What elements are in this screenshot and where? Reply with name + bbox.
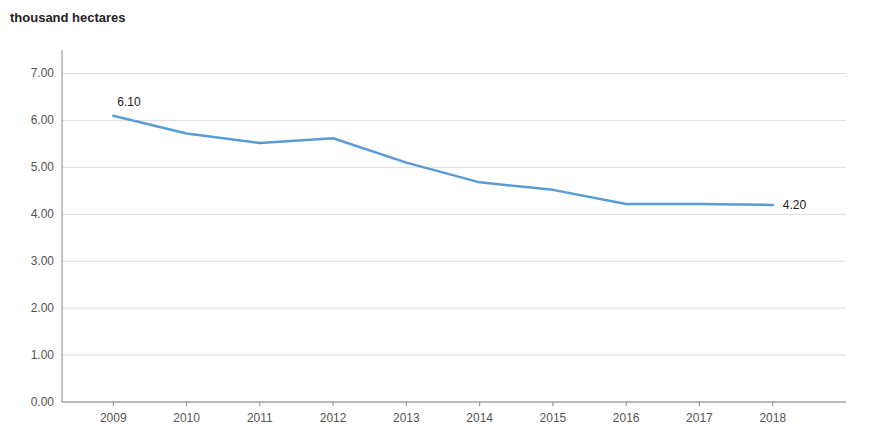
x-tick [479,402,480,406]
x-tick [772,402,773,406]
line [113,116,772,205]
x-tick-label: 2016 [613,411,640,425]
y-tick-label: 7.00 [31,66,55,80]
grid-line [62,167,846,168]
x-tick [552,402,553,406]
x-tick-label: 2017 [686,411,713,425]
grid-line [62,214,846,215]
y-tick-label: 2.00 [31,301,55,315]
x-tick-label: 2009 [100,411,127,425]
y-tick-label: 6.00 [31,113,55,127]
y-tick-label: 0.00 [31,395,55,409]
y-tick-label: 5.00 [31,160,55,174]
x-tick [333,402,334,406]
grid-line [62,355,846,356]
x-tick-label: 2012 [320,411,347,425]
x-tick-label: 2018 [759,411,786,425]
x-tick-label: 2015 [540,411,567,425]
x-tick-label: 2014 [466,411,493,425]
y-axis-label: thousand hectares [10,10,126,25]
y-tick-label: 4.00 [31,207,55,221]
x-tick [699,402,700,406]
x-tick [113,402,114,406]
grid-line [62,402,846,403]
grid-line [62,73,846,74]
grid-line [62,120,846,121]
annotation: 4.20 [783,198,807,212]
x-tick [186,402,187,406]
annotation: 6.10 [117,95,141,109]
y-tick-label: 3.00 [31,254,55,268]
y-tick-label: 1.00 [31,348,55,362]
x-tick-label: 2013 [393,411,420,425]
grid-line [62,261,846,262]
x-tick [259,402,260,406]
chart: thousand hectares 0.00 1.00 2.00 3.00 4.00 5.0… [0,0,886,440]
plot-area [113,116,772,205]
x-tick [406,402,407,406]
grid-line [62,308,846,309]
x-axis-line [62,402,846,403]
grid [62,73,846,402]
x-tick-label: 2010 [173,411,200,425]
x-tick [626,402,627,406]
x-tick-label: 2011 [247,411,273,425]
y-axis-line [62,50,63,402]
